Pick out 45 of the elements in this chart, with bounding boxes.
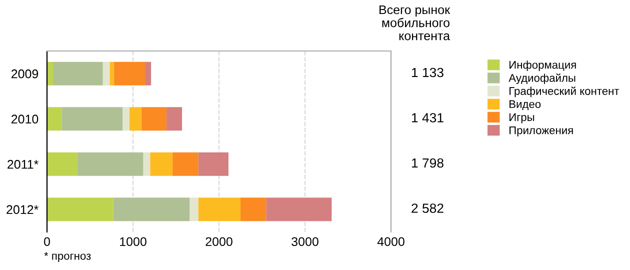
bar <box>142 107 167 131</box>
bar <box>77 152 144 176</box>
bar <box>47 152 78 176</box>
text: 2 582 <box>412 204 444 213</box>
bar <box>122 107 130 131</box>
x-tick-label: 4000 <box>377 237 404 246</box>
x-tick-label: 1000 <box>120 237 146 246</box>
legend-label: Графический контент <box>510 86 620 98</box>
bar <box>62 107 123 131</box>
x-tick-label: 0 <box>44 237 50 246</box>
legend-label: Аудиофайлы <box>508 74 576 84</box>
bar <box>143 152 150 176</box>
bar <box>110 62 114 86</box>
bar <box>198 198 240 222</box>
text: 1 431 <box>412 113 444 122</box>
bar <box>150 152 173 176</box>
bar <box>47 62 54 86</box>
y-tick-label: 2011* <box>8 160 38 169</box>
legend-label: Видео <box>510 100 541 110</box>
legend-label: Информация <box>510 60 576 71</box>
text: * прогноз <box>44 252 91 262</box>
bar <box>102 62 110 86</box>
text: 1 133 <box>412 68 444 78</box>
y-tick-label: 2010 <box>11 114 38 124</box>
bar <box>130 107 142 131</box>
text: 1 798 <box>412 158 444 168</box>
bar <box>47 107 62 131</box>
x-tick-label: 3000 <box>292 237 318 246</box>
bar <box>113 198 190 222</box>
bar <box>145 62 152 86</box>
bar <box>114 62 146 86</box>
legend-label: Приложения <box>510 126 573 136</box>
bar <box>53 62 103 86</box>
bar <box>172 152 198 176</box>
bar <box>166 107 182 131</box>
y-tick-label: 2012* <box>6 205 38 214</box>
bar <box>198 152 228 176</box>
bar <box>190 198 198 222</box>
bar <box>47 198 114 222</box>
bar <box>240 198 266 222</box>
text: Всего рынок мобильного контента <box>380 5 450 40</box>
bar <box>266 198 332 222</box>
x-tick-label: 2000 <box>206 237 232 246</box>
y-tick-label: 2009 <box>11 69 38 78</box>
legend-label: Игры <box>510 113 534 124</box>
